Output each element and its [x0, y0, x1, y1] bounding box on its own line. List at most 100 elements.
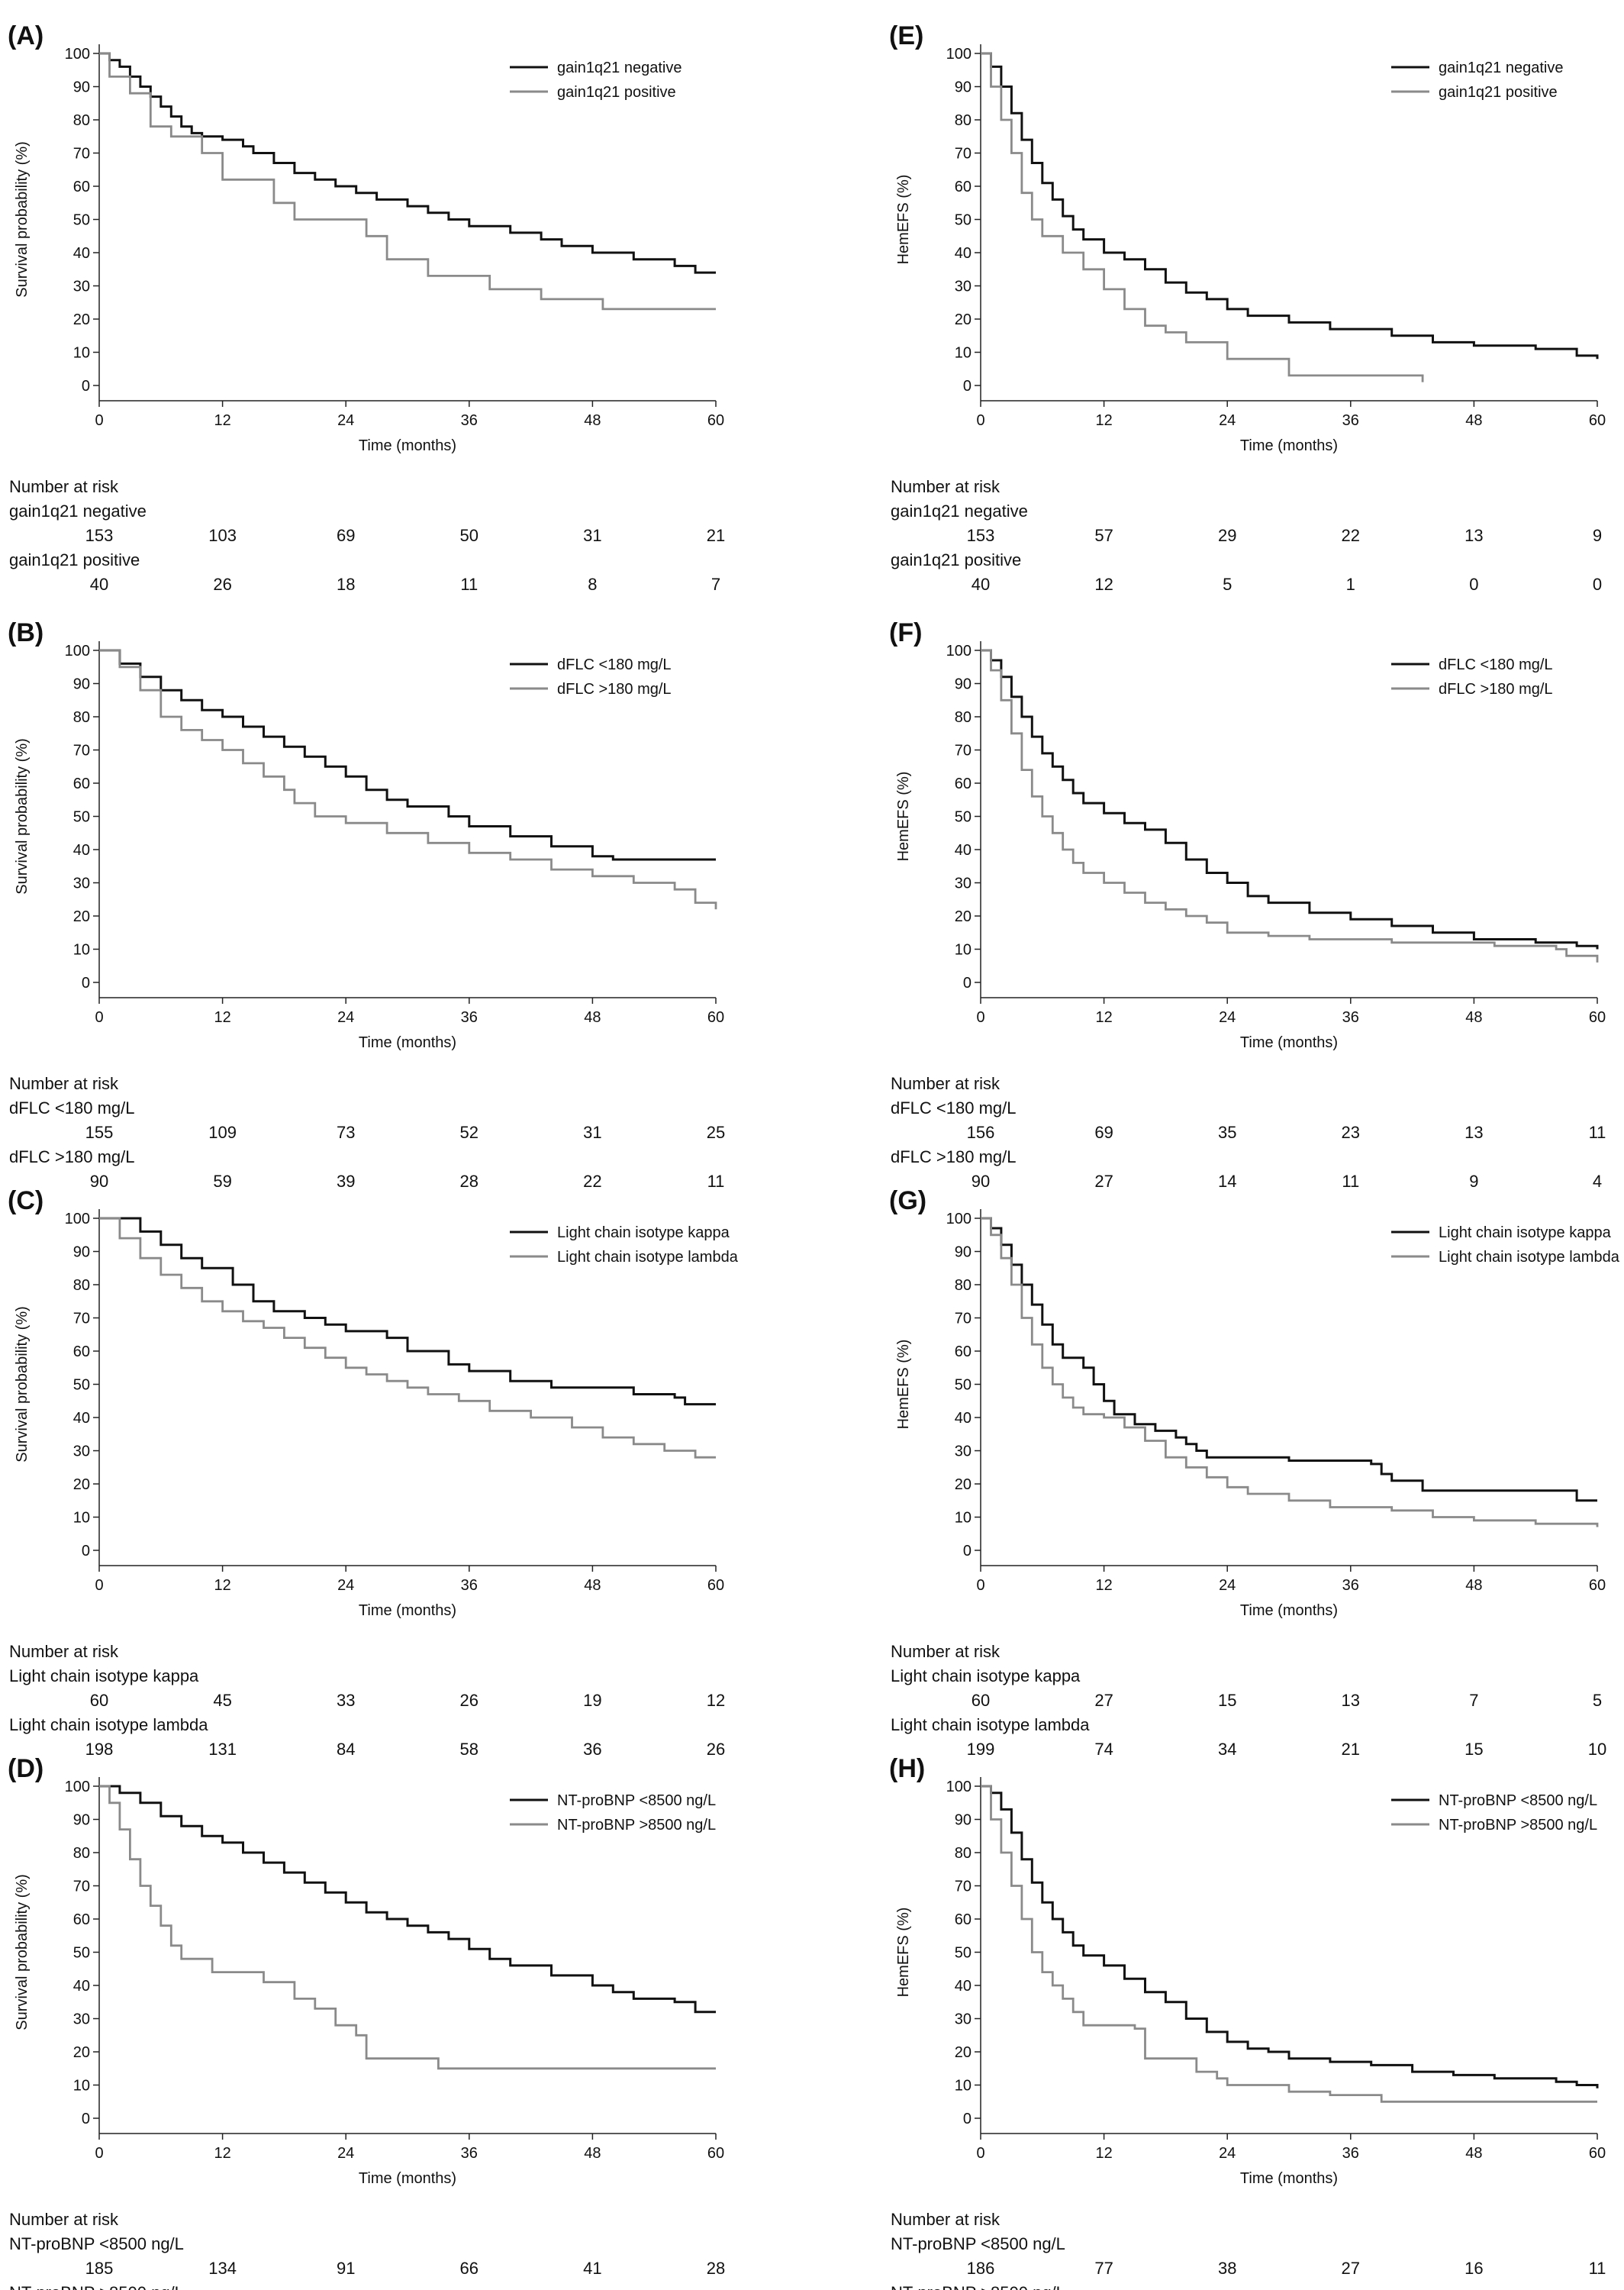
y-tick-label: 0: [82, 378, 90, 395]
x-tick-label: 60: [707, 1577, 724, 1594]
legend-entry: dFLC <180 mg/L: [557, 656, 672, 673]
legend-entry: Light chain isotype lambda: [1439, 1249, 1620, 1266]
y-tick-label: 10: [955, 2078, 972, 2095]
risk-count: 73: [337, 1123, 355, 1142]
y-axis-label: Survival probability (%): [14, 738, 31, 895]
risk-count: 27: [1094, 1172, 1113, 1191]
risk-count: 7: [711, 575, 720, 594]
y-tick-label: 30: [955, 876, 972, 892]
x-tick-label: 36: [1342, 412, 1359, 429]
series-line-2: [981, 1217, 1599, 1527]
x-tick-label: 60: [1589, 1009, 1606, 1026]
panel-label: (D): [8, 1754, 44, 1783]
risk-group-name: Light chain isotype lambda: [891, 1715, 1090, 1734]
risk-count: 12: [707, 1691, 725, 1710]
y-tick-label: 50: [955, 1377, 972, 1394]
y-tick-label: 10: [955, 345, 972, 362]
y-tick-label: 20: [955, 311, 972, 328]
y-tick-label: 10: [955, 1510, 972, 1527]
y-tick-label: 20: [955, 908, 972, 925]
risk-group-name: NT-proBNP >8500 ng/L: [9, 2283, 184, 2290]
y-tick-label: 80: [73, 112, 90, 129]
risk-count: 199: [967, 1740, 995, 1759]
y-tick-label: 70: [73, 1311, 90, 1327]
x-tick-label: 24: [1219, 1009, 1236, 1026]
y-tick-label: 60: [955, 179, 972, 195]
risk-count: 9: [1469, 1172, 1478, 1191]
y-tick-label: 90: [73, 1812, 90, 1829]
x-tick-label: 48: [584, 412, 601, 429]
series-line-2: [99, 1217, 716, 1459]
risk-group-name: Light chain isotype kappa: [9, 1666, 199, 1685]
y-tick-label: 100: [65, 643, 90, 660]
x-tick-label: 48: [584, 2145, 601, 2162]
risk-count: 0: [1593, 575, 1602, 594]
risk-count: 21: [1342, 1740, 1360, 1759]
y-tick-label: 40: [955, 245, 972, 262]
series-line-2: [981, 1785, 1597, 2103]
x-tick-label: 24: [1219, 1577, 1236, 1594]
x-tick-label: 36: [1342, 1577, 1359, 1594]
legend-entry: Light chain isotype kappa: [1439, 1224, 1612, 1241]
y-tick-label: 70: [955, 743, 972, 760]
panel-label: (A): [8, 21, 44, 50]
x-tick-label: 60: [707, 412, 724, 429]
y-axis-label: Survival probability (%): [14, 1874, 31, 2030]
risk-count: 131: [208, 1740, 237, 1759]
risk-count: 13: [1464, 1123, 1483, 1142]
legend-entry: gain1q21 negative: [1439, 60, 1563, 76]
risk-count: 185: [85, 2259, 114, 2278]
risk-count: 77: [1094, 2259, 1113, 2278]
y-tick-label: 0: [82, 2111, 90, 2127]
risk-count: 186: [967, 2259, 995, 2278]
y-tick-label: 80: [955, 1845, 972, 1862]
y-tick-label: 30: [955, 2011, 972, 2028]
series-line-1: [99, 649, 716, 861]
y-axis-label: HemEFS (%): [895, 772, 912, 862]
y-tick-label: 10: [73, 345, 90, 362]
risk-count: 69: [1094, 1123, 1113, 1142]
x-tick-label: 24: [337, 2145, 354, 2162]
x-axis-label: Time (months): [359, 437, 456, 454]
y-tick-label: 60: [955, 1911, 972, 1928]
y-tick-label: 40: [73, 1978, 90, 1995]
y-tick-label: 80: [955, 709, 972, 726]
series-line-2: [981, 52, 1424, 382]
risk-count: 31: [583, 526, 601, 545]
y-tick-label: 30: [73, 2011, 90, 2028]
risk-group-name: dFLC >180 mg/L: [891, 1147, 1016, 1166]
y-tick-label: 70: [955, 1879, 972, 1895]
risk-count: 134: [208, 2259, 237, 2278]
legend-entry: dFLC >180 mg/L: [1439, 681, 1553, 698]
y-tick-label: 60: [73, 1911, 90, 1928]
x-axis-label: Time (months): [359, 1602, 456, 1619]
y-tick-label: 0: [963, 1543, 972, 1559]
y-tick-label: 0: [82, 1543, 90, 1559]
y-tick-label: 10: [73, 2078, 90, 2095]
risk-count: 11: [1589, 1123, 1606, 1142]
y-axis-label: Survival probability (%): [14, 1306, 31, 1463]
x-tick-label: 12: [1095, 2145, 1112, 2162]
x-tick-label: 24: [1219, 2145, 1236, 2162]
y-tick-label: 30: [955, 279, 972, 295]
x-tick-label: 0: [976, 412, 984, 429]
risk-count: 31: [583, 1123, 601, 1142]
series-line-2: [99, 649, 717, 910]
y-tick-label: 90: [955, 1244, 972, 1261]
risk-count: 35: [1218, 1123, 1236, 1142]
x-axis-label: Time (months): [1240, 1034, 1338, 1051]
risk-count: 60: [972, 1691, 990, 1710]
y-tick-label: 50: [73, 809, 90, 826]
risk-group-name: dFLC <180 mg/L: [891, 1098, 1016, 1118]
series-line-2: [99, 52, 716, 311]
y-axis-label: Survival probability (%): [14, 141, 31, 298]
y-tick-label: 40: [955, 1410, 972, 1427]
x-axis-label: Time (months): [1240, 2170, 1338, 2187]
risk-count: 21: [707, 526, 725, 545]
panel-label: (C): [8, 1186, 44, 1215]
risk-count: 33: [337, 1691, 355, 1710]
risk-count: 59: [213, 1172, 231, 1191]
y-tick-label: 90: [955, 1812, 972, 1829]
